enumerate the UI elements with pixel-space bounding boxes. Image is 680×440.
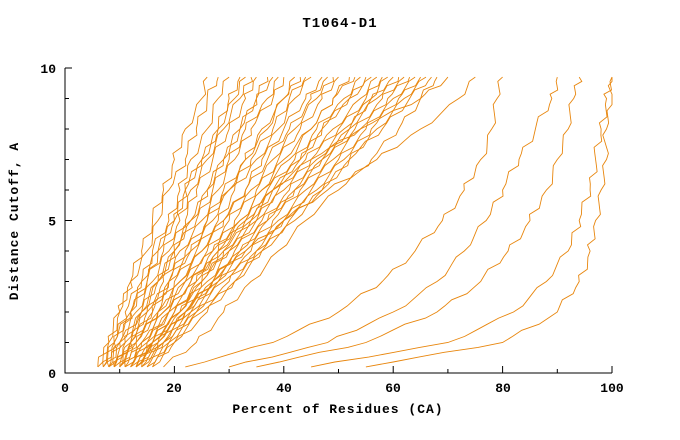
x-tick-label: 0 <box>61 381 69 396</box>
curve-line <box>97 76 219 367</box>
curve-line <box>152 76 427 368</box>
y-tick-label: 5 <box>48 215 56 230</box>
curve-line <box>146 76 421 368</box>
curve-line <box>146 76 416 368</box>
plot-axes <box>64 67 613 374</box>
curve-line <box>141 76 405 367</box>
curve-line <box>108 76 246 368</box>
curve-line <box>108 76 279 368</box>
curve-line <box>135 76 449 368</box>
curve-line <box>113 76 307 368</box>
curve-line <box>141 76 411 368</box>
x-tick-label: 40 <box>276 381 292 396</box>
y-tick-label: 0 <box>48 367 56 382</box>
x-tick-label: 60 <box>385 381 401 396</box>
chart-title: T1064-D1 <box>302 16 377 32</box>
curve-line <box>119 77 334 368</box>
curve-line <box>130 76 356 368</box>
curve-line <box>311 76 613 368</box>
curve-line <box>365 77 613 368</box>
curve-line <box>124 77 350 368</box>
curve-line <box>130 76 383 368</box>
curve-line <box>228 76 559 368</box>
curve-line <box>97 76 208 368</box>
y-tick-label: 10 <box>40 62 56 77</box>
x-axis-label: Percent of Residues (CA) <box>232 402 443 417</box>
curve-line <box>141 76 476 368</box>
curve-line <box>130 76 367 368</box>
curve-line <box>113 76 274 367</box>
curve-line <box>102 76 230 368</box>
curve-line <box>102 76 254 368</box>
curve-line <box>113 77 285 368</box>
curve-line <box>135 77 400 368</box>
x-tick-label: 80 <box>495 381 511 396</box>
curve-line <box>152 76 432 368</box>
curve-line <box>256 76 583 368</box>
plot-curves <box>97 76 613 368</box>
curve-line <box>124 76 328 367</box>
curve-line <box>106 76 257 368</box>
x-tick-label: 100 <box>600 381 624 396</box>
curve-line <box>124 76 361 368</box>
y-axis-label: Distance Cutoff, A <box>7 142 22 300</box>
curve-line <box>119 77 302 368</box>
curve-line <box>185 76 503 368</box>
curve-line <box>163 76 438 368</box>
x-tick-label: 20 <box>166 381 182 396</box>
